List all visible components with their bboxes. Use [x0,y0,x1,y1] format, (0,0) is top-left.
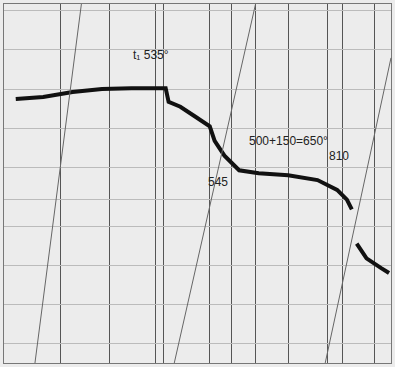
svg-text:545: 545 [208,175,228,189]
svg-text:810: 810 [329,149,349,163]
svg-text:t₁ 535°: t₁ 535° [133,48,169,62]
svg-text:500+150=650°: 500+150=650° [249,134,328,148]
